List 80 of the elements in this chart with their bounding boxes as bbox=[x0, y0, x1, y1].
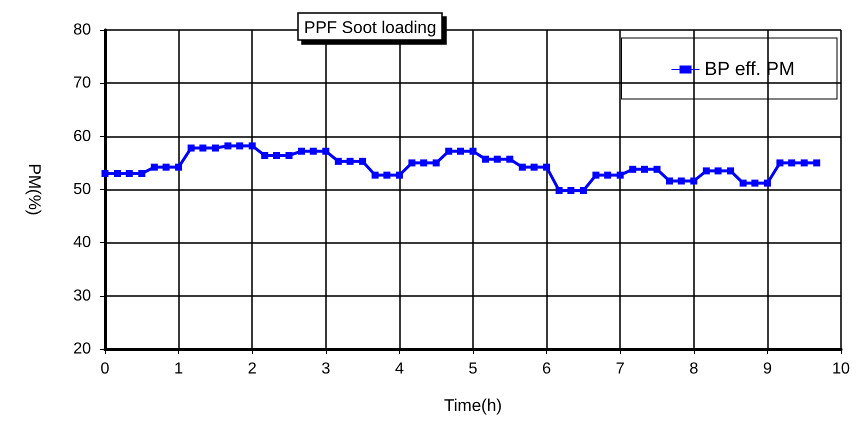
point bbox=[188, 144, 195, 152]
y-axis-title: PM(%) bbox=[25, 164, 44, 216]
point bbox=[272, 152, 280, 159]
y-tick-label: 80 bbox=[73, 22, 92, 38]
point bbox=[556, 187, 563, 194]
y-tick-label: 70 bbox=[73, 74, 92, 92]
point bbox=[567, 187, 574, 194]
y-tick-label: 50 bbox=[73, 181, 92, 198]
point bbox=[114, 170, 122, 178]
x-tick-label: 6 bbox=[542, 360, 552, 378]
point bbox=[543, 164, 550, 171]
point bbox=[383, 172, 390, 179]
y-tick-label: 20 bbox=[73, 340, 92, 358]
point bbox=[199, 144, 206, 152]
point bbox=[629, 166, 636, 173]
point bbox=[286, 152, 292, 159]
x-tick-label: 5 bbox=[468, 360, 478, 378]
point bbox=[690, 177, 698, 184]
point bbox=[518, 164, 526, 171]
x-axis-title: Time(h) bbox=[444, 396, 502, 415]
point bbox=[175, 164, 182, 171]
point bbox=[764, 180, 771, 187]
point bbox=[592, 172, 600, 179]
point bbox=[310, 148, 317, 155]
chart-title: PPF Soot loading bbox=[304, 18, 436, 37]
point bbox=[212, 144, 219, 152]
point bbox=[224, 142, 232, 150]
point bbox=[298, 148, 306, 155]
x-tick-label: 2 bbox=[248, 360, 257, 378]
point bbox=[346, 158, 354, 165]
point bbox=[482, 156, 490, 163]
point bbox=[420, 159, 428, 166]
point bbox=[640, 166, 648, 173]
point bbox=[359, 158, 366, 165]
point bbox=[530, 164, 538, 171]
x-tick-label: 3 bbox=[321, 360, 330, 378]
point bbox=[494, 156, 501, 163]
x-tick-label: 0 bbox=[100, 360, 110, 378]
point bbox=[604, 172, 612, 179]
point bbox=[506, 156, 514, 163]
point bbox=[616, 172, 624, 179]
x-tick-label: 1 bbox=[174, 360, 184, 378]
y-tick-label: 40 bbox=[73, 234, 92, 252]
point bbox=[372, 172, 379, 179]
point bbox=[666, 177, 674, 184]
point bbox=[162, 164, 170, 171]
point bbox=[236, 142, 244, 150]
point bbox=[445, 148, 452, 155]
x-tick-label: 10 bbox=[832, 360, 850, 378]
point bbox=[102, 170, 108, 178]
x-tick-label: 4 bbox=[394, 360, 404, 378]
point bbox=[248, 142, 256, 150]
point bbox=[396, 172, 403, 179]
point bbox=[776, 159, 784, 166]
point bbox=[470, 148, 476, 155]
x-tick-label: 9 bbox=[762, 360, 772, 378]
point bbox=[456, 148, 464, 155]
point bbox=[150, 164, 158, 171]
point bbox=[138, 170, 146, 178]
point bbox=[727, 167, 734, 174]
point bbox=[322, 148, 330, 155]
point bbox=[334, 158, 342, 165]
point bbox=[788, 159, 796, 166]
point bbox=[740, 180, 747, 187]
point bbox=[432, 159, 440, 166]
point bbox=[714, 167, 722, 174]
point bbox=[654, 166, 660, 173]
point bbox=[702, 167, 710, 174]
point bbox=[800, 159, 808, 166]
point bbox=[408, 159, 416, 166]
point bbox=[813, 159, 820, 166]
y-tick-label: 30 bbox=[73, 287, 92, 304]
point bbox=[751, 180, 758, 187]
x-tick-label: 7 bbox=[616, 360, 625, 378]
point bbox=[678, 177, 685, 184]
point bbox=[126, 170, 133, 178]
point bbox=[261, 152, 268, 159]
point bbox=[580, 187, 587, 194]
y-tick-label: 60 bbox=[73, 128, 92, 145]
x-tick-label: 8 bbox=[689, 360, 698, 378]
